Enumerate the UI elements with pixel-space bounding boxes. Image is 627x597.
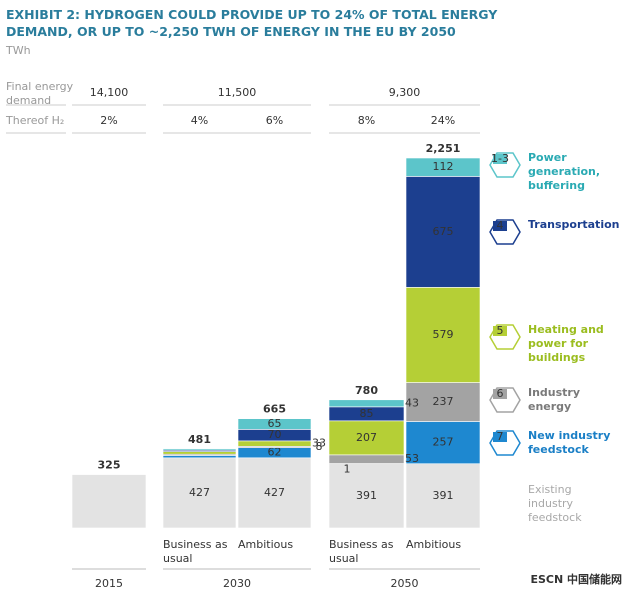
legend-badge-text: 7 bbox=[497, 430, 504, 443]
legend-badge-text: 6 bbox=[497, 387, 504, 400]
legend-label: Power generation, buffering bbox=[528, 151, 601, 192]
table-row-label: Thereof H₂ bbox=[6, 114, 65, 127]
value-label: 579 bbox=[433, 328, 454, 341]
bar-segment bbox=[328, 420, 405, 456]
value-label: 85 bbox=[360, 407, 374, 420]
value-label: 33 bbox=[312, 437, 326, 450]
total-label: 780 bbox=[355, 384, 378, 397]
legend-badge bbox=[493, 221, 507, 231]
bar-segment bbox=[328, 463, 405, 529]
table-cell: 9,300 bbox=[389, 86, 421, 99]
legend-badge bbox=[493, 432, 507, 442]
bar-segment bbox=[405, 176, 481, 288]
legend-badge-text: 1-3 bbox=[491, 152, 509, 165]
group-label: 2030 bbox=[223, 577, 251, 590]
total-label: 325 bbox=[98, 459, 121, 472]
bar-segment bbox=[71, 474, 147, 529]
table-row-label: Final energy demand bbox=[6, 80, 74, 107]
group-label: 2050 bbox=[391, 577, 419, 590]
table-cell: 2% bbox=[100, 114, 117, 127]
group-label: 2015 bbox=[95, 577, 123, 590]
bar-segment bbox=[162, 451, 237, 455]
value-label: 391 bbox=[356, 489, 377, 502]
value-label: 1 bbox=[344, 463, 351, 476]
bar-segment bbox=[405, 463, 481, 529]
legend-badge-text: 5 bbox=[497, 324, 504, 337]
legend-label: Heating and power for buildings bbox=[528, 323, 604, 364]
chart-subtitle: TWh bbox=[6, 44, 31, 57]
total-label: 2,251 bbox=[426, 142, 461, 155]
value-label: 70 bbox=[268, 428, 282, 441]
bar-segment bbox=[162, 448, 237, 451]
legend-label: Industry energy bbox=[528, 386, 581, 413]
bar-segment bbox=[237, 457, 312, 529]
table-cell: 6% bbox=[266, 114, 283, 127]
bar-segment bbox=[405, 157, 481, 177]
value-label: 675 bbox=[433, 225, 454, 238]
value-label: 207 bbox=[356, 431, 377, 444]
bar-segment bbox=[237, 418, 312, 430]
bar-segment bbox=[405, 287, 481, 383]
x-tick-label: Ambitious bbox=[406, 538, 462, 551]
value-label: 427 bbox=[189, 486, 210, 499]
chart-title: EXHIBIT 2: HYDROGEN COULD PROVIDE UP TO … bbox=[6, 7, 498, 39]
bar-segment bbox=[162, 455, 237, 459]
watermark: ESCN 中国储能网 bbox=[530, 572, 622, 586]
value-label: 8 bbox=[316, 440, 323, 453]
bar-segment bbox=[405, 382, 481, 422]
bar-segment bbox=[328, 399, 405, 408]
legend-badge bbox=[493, 154, 507, 164]
value-label: 112 bbox=[433, 160, 454, 173]
bar-segment bbox=[237, 440, 312, 447]
legend-label: New industry feedstock bbox=[528, 429, 611, 456]
legend-label: Existing industry feedstock bbox=[528, 483, 582, 524]
table-cell: 24% bbox=[431, 114, 455, 127]
value-label: 65 bbox=[268, 417, 282, 430]
total-label: 481 bbox=[188, 433, 211, 446]
value-label: 257 bbox=[433, 436, 454, 449]
table-cell: 8% bbox=[358, 114, 375, 127]
bar-segment bbox=[162, 457, 237, 529]
table-cell: 11,500 bbox=[218, 86, 257, 99]
value-label: 427 bbox=[264, 486, 285, 499]
legend-label: Transportation bbox=[528, 218, 620, 231]
total-label: 665 bbox=[263, 403, 286, 416]
x-tick-label: Ambitious bbox=[238, 538, 294, 551]
legend-badge-text: 4 bbox=[497, 219, 504, 232]
legend-badge bbox=[493, 389, 507, 399]
bar-segment bbox=[328, 454, 405, 464]
x-tick-label: Business as usual bbox=[163, 538, 228, 565]
value-label: 53 bbox=[405, 452, 419, 465]
value-label: 62 bbox=[268, 446, 282, 459]
table-cell: 4% bbox=[191, 114, 208, 127]
table-cell: 14,100 bbox=[90, 86, 129, 99]
legend-badge bbox=[493, 326, 507, 336]
value-label: 391 bbox=[433, 489, 454, 502]
x-tick-label: Business as usual bbox=[329, 538, 394, 565]
value-label: 43 bbox=[405, 396, 419, 409]
bar-segment bbox=[405, 421, 481, 465]
value-label: 237 bbox=[433, 395, 454, 408]
